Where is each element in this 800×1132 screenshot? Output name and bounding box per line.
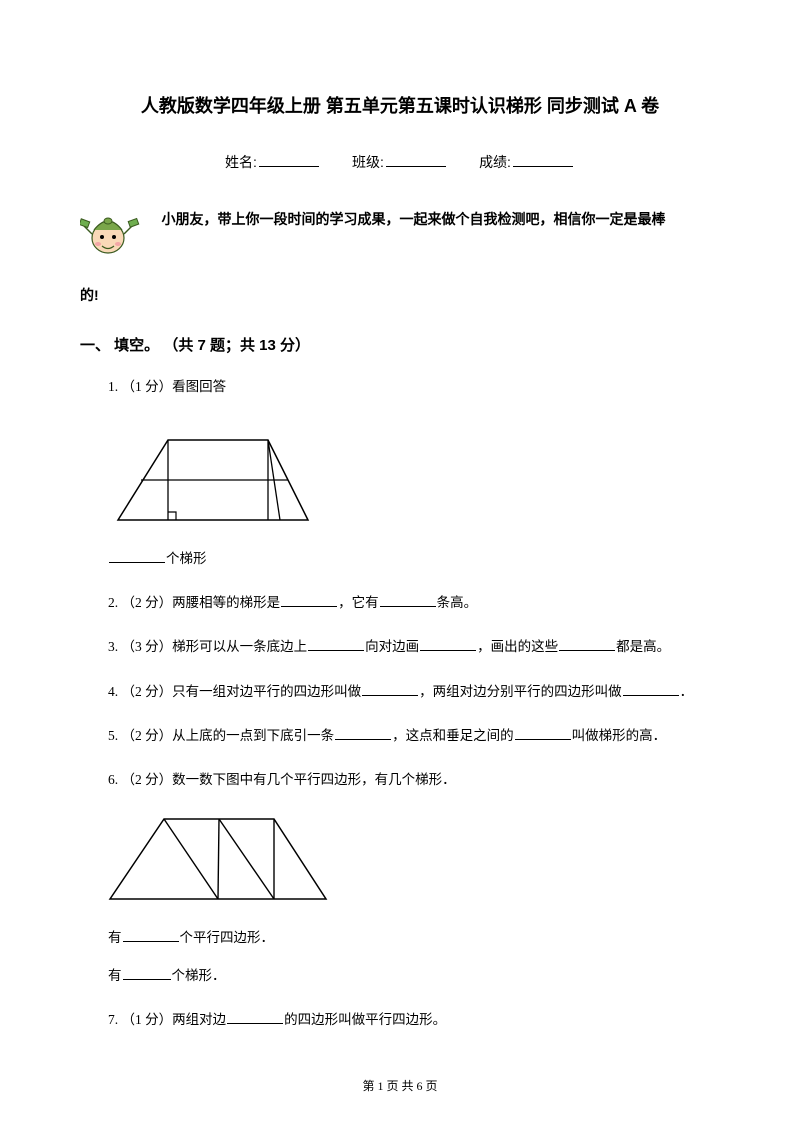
q6-blank2[interactable] [123, 966, 171, 980]
q5-blank2[interactable] [515, 726, 571, 740]
q3-blank2[interactable] [420, 637, 476, 651]
score-blank[interactable] [513, 151, 573, 167]
intro-text-1: 小朋友，带上你一段时间的学习成果，一起来做个自我检测吧，相信你一定是最棒 [162, 211, 666, 227]
q6-l2b: 个梯形． [172, 968, 226, 983]
intro-text-2: 的! [80, 287, 99, 303]
q4-blank2[interactable] [623, 682, 679, 696]
name-label: 姓名: [225, 154, 257, 170]
q6-blank1[interactable] [123, 928, 179, 942]
intro-block: 小朋友，带上你一段时间的学习成果，一起来做个自我检测吧，相信你一定是最棒 的! [80, 204, 720, 311]
q2-b: ，它有 [338, 595, 379, 610]
q3-d: 都是高。 [616, 639, 670, 654]
q5-a: 5. （2 分）从上底的一点到下底引一条 [108, 728, 334, 743]
class-blank[interactable] [386, 151, 446, 167]
q6-l1b: 个平行四边形． [180, 930, 275, 945]
q6-line2: 有 个梯形． [108, 964, 720, 988]
q3-a: 3. （3 分）梯形可以从一条底边上 [108, 639, 307, 654]
q2-c: 条高。 [437, 595, 478, 610]
q2-blank2[interactable] [380, 593, 436, 607]
q3-blank1[interactable] [308, 637, 364, 651]
q7-blank[interactable] [227, 1010, 283, 1024]
q6-l2a: 有 [108, 968, 122, 983]
q4: 4. （2 分）只有一组对边平行的四边形叫做 ，两组对边分别平行的四边形叫做 ． [108, 680, 720, 704]
q4-a: 4. （2 分）只有一组对边平行的四边形叫做 [108, 684, 361, 699]
q5-c: 叫做梯形的高． [572, 728, 667, 743]
class-label: 班级: [352, 154, 384, 170]
score-label: 成绩: [479, 154, 511, 170]
q1-figure [108, 420, 720, 535]
q7: 7. （1 分）两组对边 的四边形叫做平行四边形。 [108, 1008, 720, 1032]
q3-b: 向对边画 [365, 639, 419, 654]
q3-blank3[interactable] [559, 637, 615, 651]
q6-stem: 6. （2 分）数一数下图中有几个平行四边形，有几个梯形． [108, 772, 456, 787]
q6-figure [108, 813, 720, 914]
q3-c: ，画出的这些 [477, 639, 558, 654]
q2-a: 2. （2 分）两腰相等的梯形是 [108, 595, 280, 610]
section-1-head: 一、 填空。 （共 7 题；共 13 分） [80, 332, 720, 359]
q7-b: 的四边形叫做平行四边形。 [284, 1012, 446, 1027]
q5-blank1[interactable] [335, 726, 391, 740]
q1-stem: 1. （1 分）看图回答 [108, 379, 226, 394]
q5: 5. （2 分）从上底的一点到下底引一条 ，这点和垂足之间的 叫做梯形的高． [108, 724, 720, 748]
info-line: 姓名: 班级: 成绩: [80, 150, 720, 175]
q1-answer-line: 个梯形 [108, 547, 720, 571]
q1-after: 个梯形 [166, 551, 207, 566]
q4-blank1[interactable] [362, 682, 418, 696]
q1-blank[interactable] [109, 549, 165, 563]
q6-l1a: 有 [108, 930, 122, 945]
q1: 1. （1 分）看图回答 [108, 375, 720, 399]
q6-line1: 有 个平行四边形． [108, 926, 720, 950]
page-footer: 第 1 页 共 6 页 [0, 1076, 800, 1098]
q2-blank1[interactable] [281, 593, 337, 607]
q7-a: 7. （1 分）两组对边 [108, 1012, 226, 1027]
q6: 6. （2 分）数一数下图中有几个平行四边形，有几个梯形． [108, 768, 720, 792]
page-title: 人教版数学四年级上册 第五单元第五课时认识梯形 同步测试 A 卷 [80, 90, 720, 122]
q2: 2. （2 分）两腰相等的梯形是 ，它有 条高。 [108, 591, 720, 615]
q3: 3. （3 分）梯形可以从一条底边上 向对边画 ，画出的这些 都是高。 [108, 635, 720, 659]
q5-b: ，这点和垂足之间的 [392, 728, 514, 743]
q4-b: ，两组对边分别平行的四边形叫做 [419, 684, 622, 699]
mascot-icon [80, 204, 140, 264]
name-blank[interactable] [259, 151, 319, 167]
q4-c: ． [680, 684, 694, 699]
